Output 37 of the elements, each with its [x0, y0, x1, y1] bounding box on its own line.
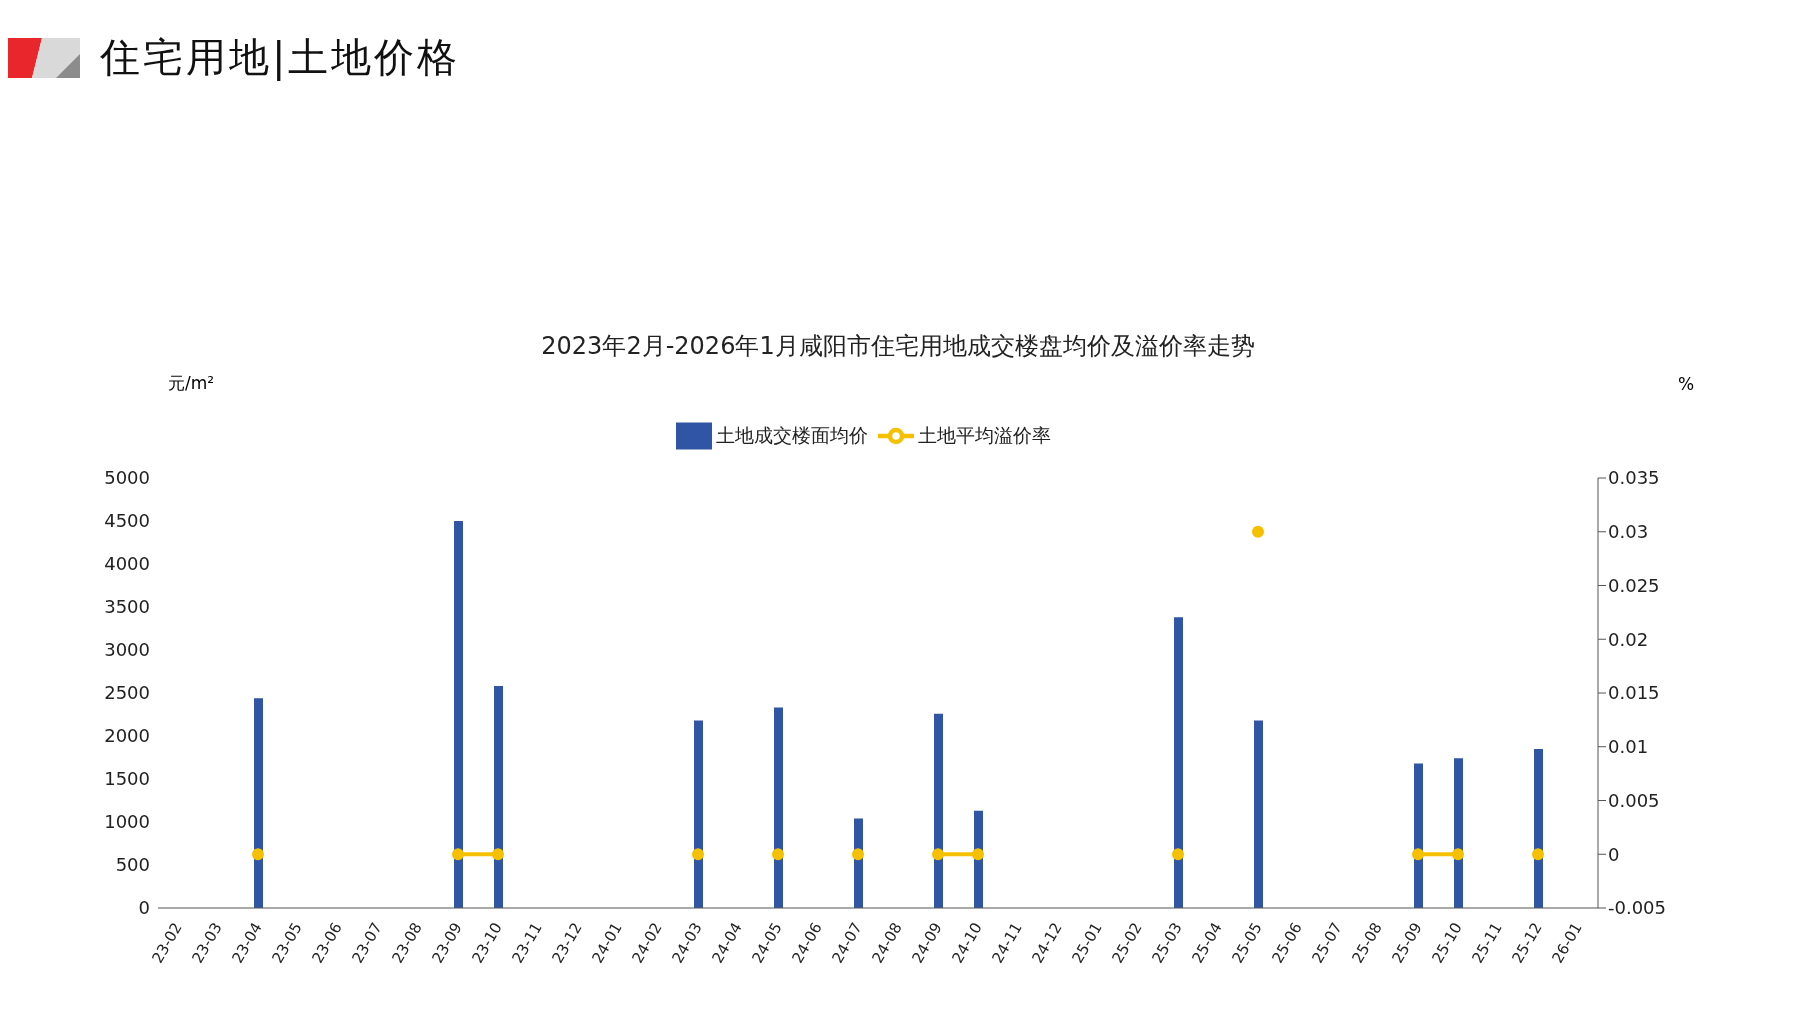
bar	[774, 707, 783, 908]
y2-tick-label: 0.03	[1608, 521, 1649, 543]
y-tick-label: 4500	[104, 510, 150, 532]
y2-tick-label: 0.025	[1608, 574, 1660, 596]
y-tick-label: 3500	[104, 596, 150, 618]
y-tick-label: 3000	[104, 639, 150, 661]
y-tick-label: 500	[115, 854, 150, 876]
bar	[1454, 758, 1463, 908]
y2-tick-label: 0.005	[1608, 789, 1660, 811]
y-tick-label: 1000	[104, 811, 150, 833]
y-tick-label: 1500	[104, 768, 150, 790]
bar	[1534, 748, 1543, 908]
bar	[1254, 720, 1263, 908]
y-tick-label: 0	[138, 897, 150, 919]
chart-subtitle: 2023年2月-2026年1月咸阳市住宅用地成交楼盘均价及溢价率走势	[540, 331, 1256, 362]
bar	[694, 720, 703, 908]
y-tick-label: 2000	[104, 725, 150, 747]
y-tick-label: 5000	[104, 467, 150, 489]
bar	[934, 713, 943, 908]
y2-tick-label: -0.005	[1608, 897, 1667, 919]
y-axis-title: 元/m²	[168, 372, 215, 395]
chart-title: 住宅用地|土地价格	[100, 33, 461, 83]
bar	[1414, 763, 1423, 908]
y-tick-label: 2500	[104, 682, 150, 704]
y2-tick-label: 0.035	[1608, 467, 1660, 489]
legend-label: 土地成交楼面均价	[715, 423, 868, 446]
y-tick-label: 4000	[104, 553, 150, 575]
y2-tick-label: 0.015	[1608, 682, 1660, 704]
y2-axis-title: %	[1678, 374, 1695, 394]
y2-tick-label: 0.01	[1608, 736, 1649, 758]
legend-label: 土地平均溢价率	[917, 423, 1051, 446]
bar	[454, 521, 463, 908]
y2-tick-label: 0	[1608, 843, 1620, 865]
bar	[254, 698, 263, 908]
bar	[1174, 617, 1183, 908]
bar	[494, 686, 503, 908]
y2-tick-label: 0.02	[1608, 628, 1649, 650]
